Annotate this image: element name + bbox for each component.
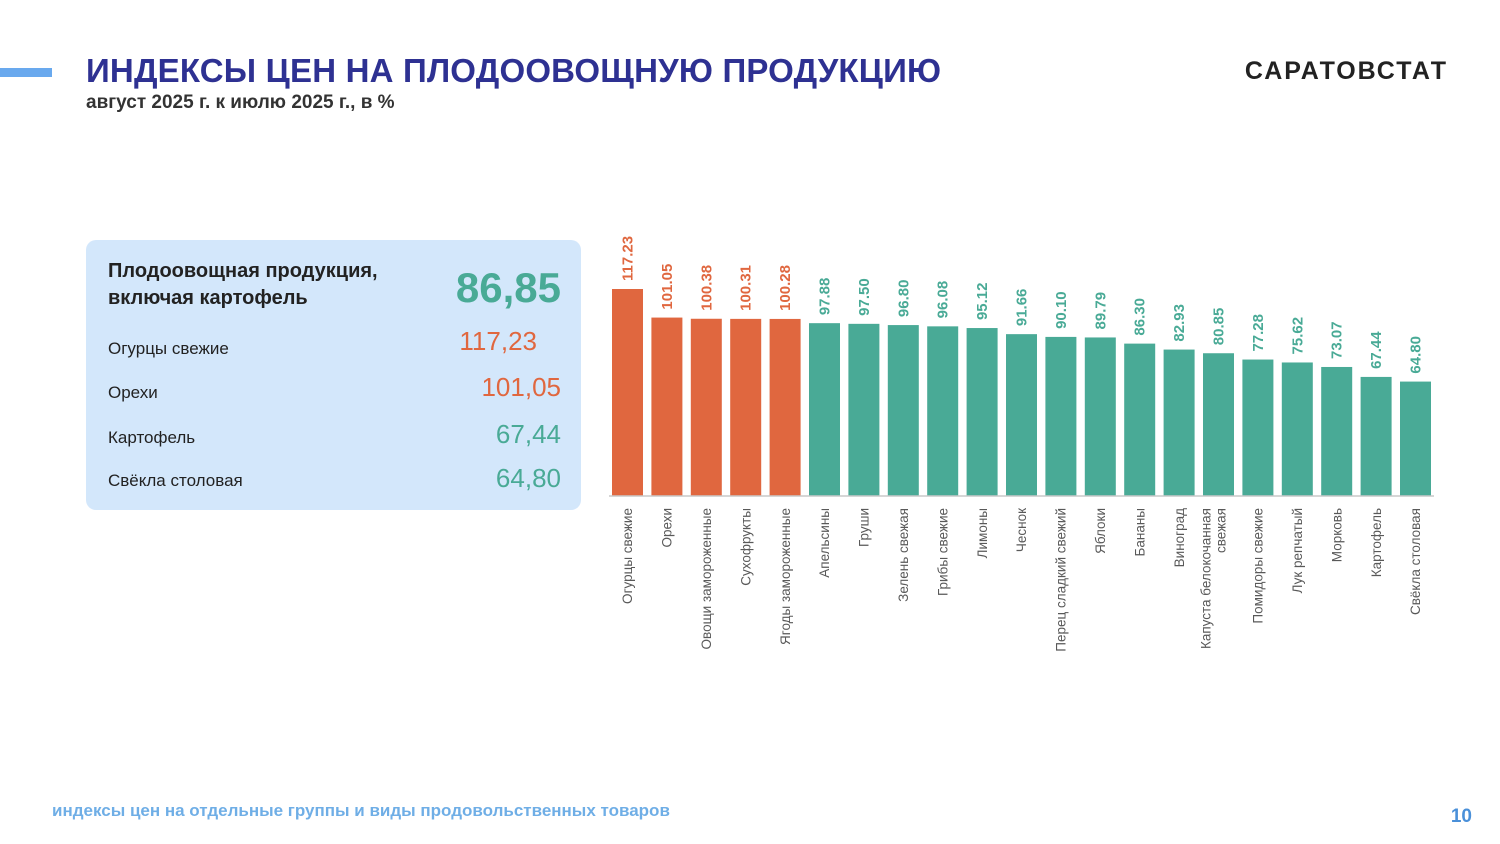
bar [690, 318, 722, 496]
bar [730, 318, 762, 496]
category-label: Картофель [1369, 508, 1384, 577]
category-label: Орехи [660, 508, 675, 548]
bar [1321, 366, 1353, 496]
price-index-bar-chart: 117.23 Огурцы свежие 101.05 Орехи 100.38 Овощ… [609, 236, 1434, 652]
summary-row: Картофель 67,44 [108, 419, 561, 460]
summary-panel: Плодоовощная продукция, включая картофел… [86, 240, 581, 510]
summary-main-row: Плодоовощная продукция, включая картофел… [108, 258, 561, 318]
summary-item-label: Свёкла столовая [108, 471, 243, 490]
category-label: Грибы свежие [935, 508, 950, 596]
bar [1400, 381, 1431, 496]
bar-value-label: 89.79 [1092, 292, 1109, 330]
category-label: Лук репчатый [1290, 508, 1305, 593]
category-label: Морковь [1329, 508, 1344, 562]
summary-item-label: Орехи [108, 383, 158, 402]
page-subtitle: август 2025 г. к июлю 2025 г., в % [86, 92, 395, 113]
bar [887, 325, 919, 496]
category-label: Помидоры свежие [1251, 508, 1266, 624]
bar-value-label: 96.08 [935, 281, 952, 319]
bar [927, 326, 959, 496]
bar [1006, 334, 1037, 496]
summary-row: Свёкла столовая 64,80 [108, 463, 561, 504]
bar [612, 289, 643, 496]
bar-value-label: 90.10 [1053, 291, 1070, 329]
category-label: Виноград [1172, 508, 1187, 567]
category-label: Перец сладкий свежий [1054, 508, 1069, 652]
summary-row: Огурцы свежие 117,23 [108, 326, 561, 370]
bar-value-label: 77.28 [1250, 314, 1267, 352]
category-label: Лимоны [975, 508, 990, 558]
bar-value-label: 82.93 [1171, 304, 1188, 342]
bar [1281, 362, 1313, 496]
bar-value-label: 97.50 [856, 278, 873, 316]
bar [1124, 343, 1156, 496]
summary-item-value: 67,44 [495, 419, 561, 449]
bar-value-label: 75.62 [1289, 317, 1306, 355]
bar-value-label: 91.66 [1014, 289, 1031, 327]
category-label: Яблоки [1093, 508, 1108, 554]
bar-value-label: 100.28 [777, 265, 794, 311]
bar [966, 328, 998, 496]
bar-value-label: 117.23 [620, 236, 637, 281]
bar [769, 318, 801, 496]
bar [1360, 376, 1392, 496]
category-label: Чеснок [1014, 508, 1029, 552]
bar [1045, 336, 1077, 496]
page-number: 10 [1450, 806, 1472, 827]
category-label: Сухофрукты [738, 508, 753, 586]
bar-value-label: 100.31 [738, 265, 755, 311]
bar [1163, 349, 1195, 496]
category-label: Свёкла столовая [1408, 508, 1423, 615]
bar [809, 323, 840, 496]
bar-value-label: 100.38 [698, 265, 715, 311]
bar [1084, 337, 1116, 496]
bar-value-label: 73.07 [1329, 321, 1346, 359]
category-label: Бананы [1132, 508, 1147, 557]
category-label: Капуста белокочаннаясвежая [1198, 508, 1228, 649]
accent-bar [0, 68, 52, 77]
bar [651, 317, 683, 496]
summary-main-label: Плодоовощная продукция, включая картофел… [108, 260, 378, 309]
bar-value-label: 86.30 [1132, 298, 1149, 336]
bar-value-label: 97.88 [817, 278, 834, 316]
bar-value-label: 64.80 [1408, 336, 1425, 374]
bar [1242, 359, 1274, 496]
summary-main-value: 86,85 [455, 264, 561, 311]
page-title: ИНДЕКСЫ ЦЕН НА ПЛОДООВОЩНУЮ ПРОДУКЦИЮ [86, 52, 942, 89]
summary-item-value: 117,23 [459, 326, 537, 356]
bar-value-label: 101.05 [659, 264, 676, 310]
category-label: Овощи замороженные [699, 508, 714, 649]
bar-value-label: 95.12 [974, 282, 991, 320]
bar [848, 323, 880, 496]
summary-row: Орехи 101,05 [108, 372, 561, 414]
category-label: Апельсины [817, 508, 832, 578]
summary-item-label: Картофель [108, 428, 196, 447]
category-label: Груши [857, 508, 872, 547]
summary-item-value: 64,80 [495, 463, 561, 493]
brand-logo-text: САРАТОВСТАТ [1244, 57, 1448, 85]
category-label: Зелень свежая [896, 508, 911, 602]
summary-item-label: Огурцы свежие [108, 339, 229, 358]
footer-note: индексы цен на отдельные группы и виды п… [52, 801, 670, 820]
summary-item-value: 101,05 [481, 372, 561, 402]
category-label: Ягоды замороженные [778, 508, 793, 645]
bar-value-label: 80.85 [1211, 308, 1228, 346]
bar [1203, 353, 1234, 496]
bar-value-label: 96.80 [895, 280, 912, 318]
bar-value-label: 67.44 [1368, 331, 1385, 369]
category-label: Огурцы свежие [620, 508, 635, 604]
